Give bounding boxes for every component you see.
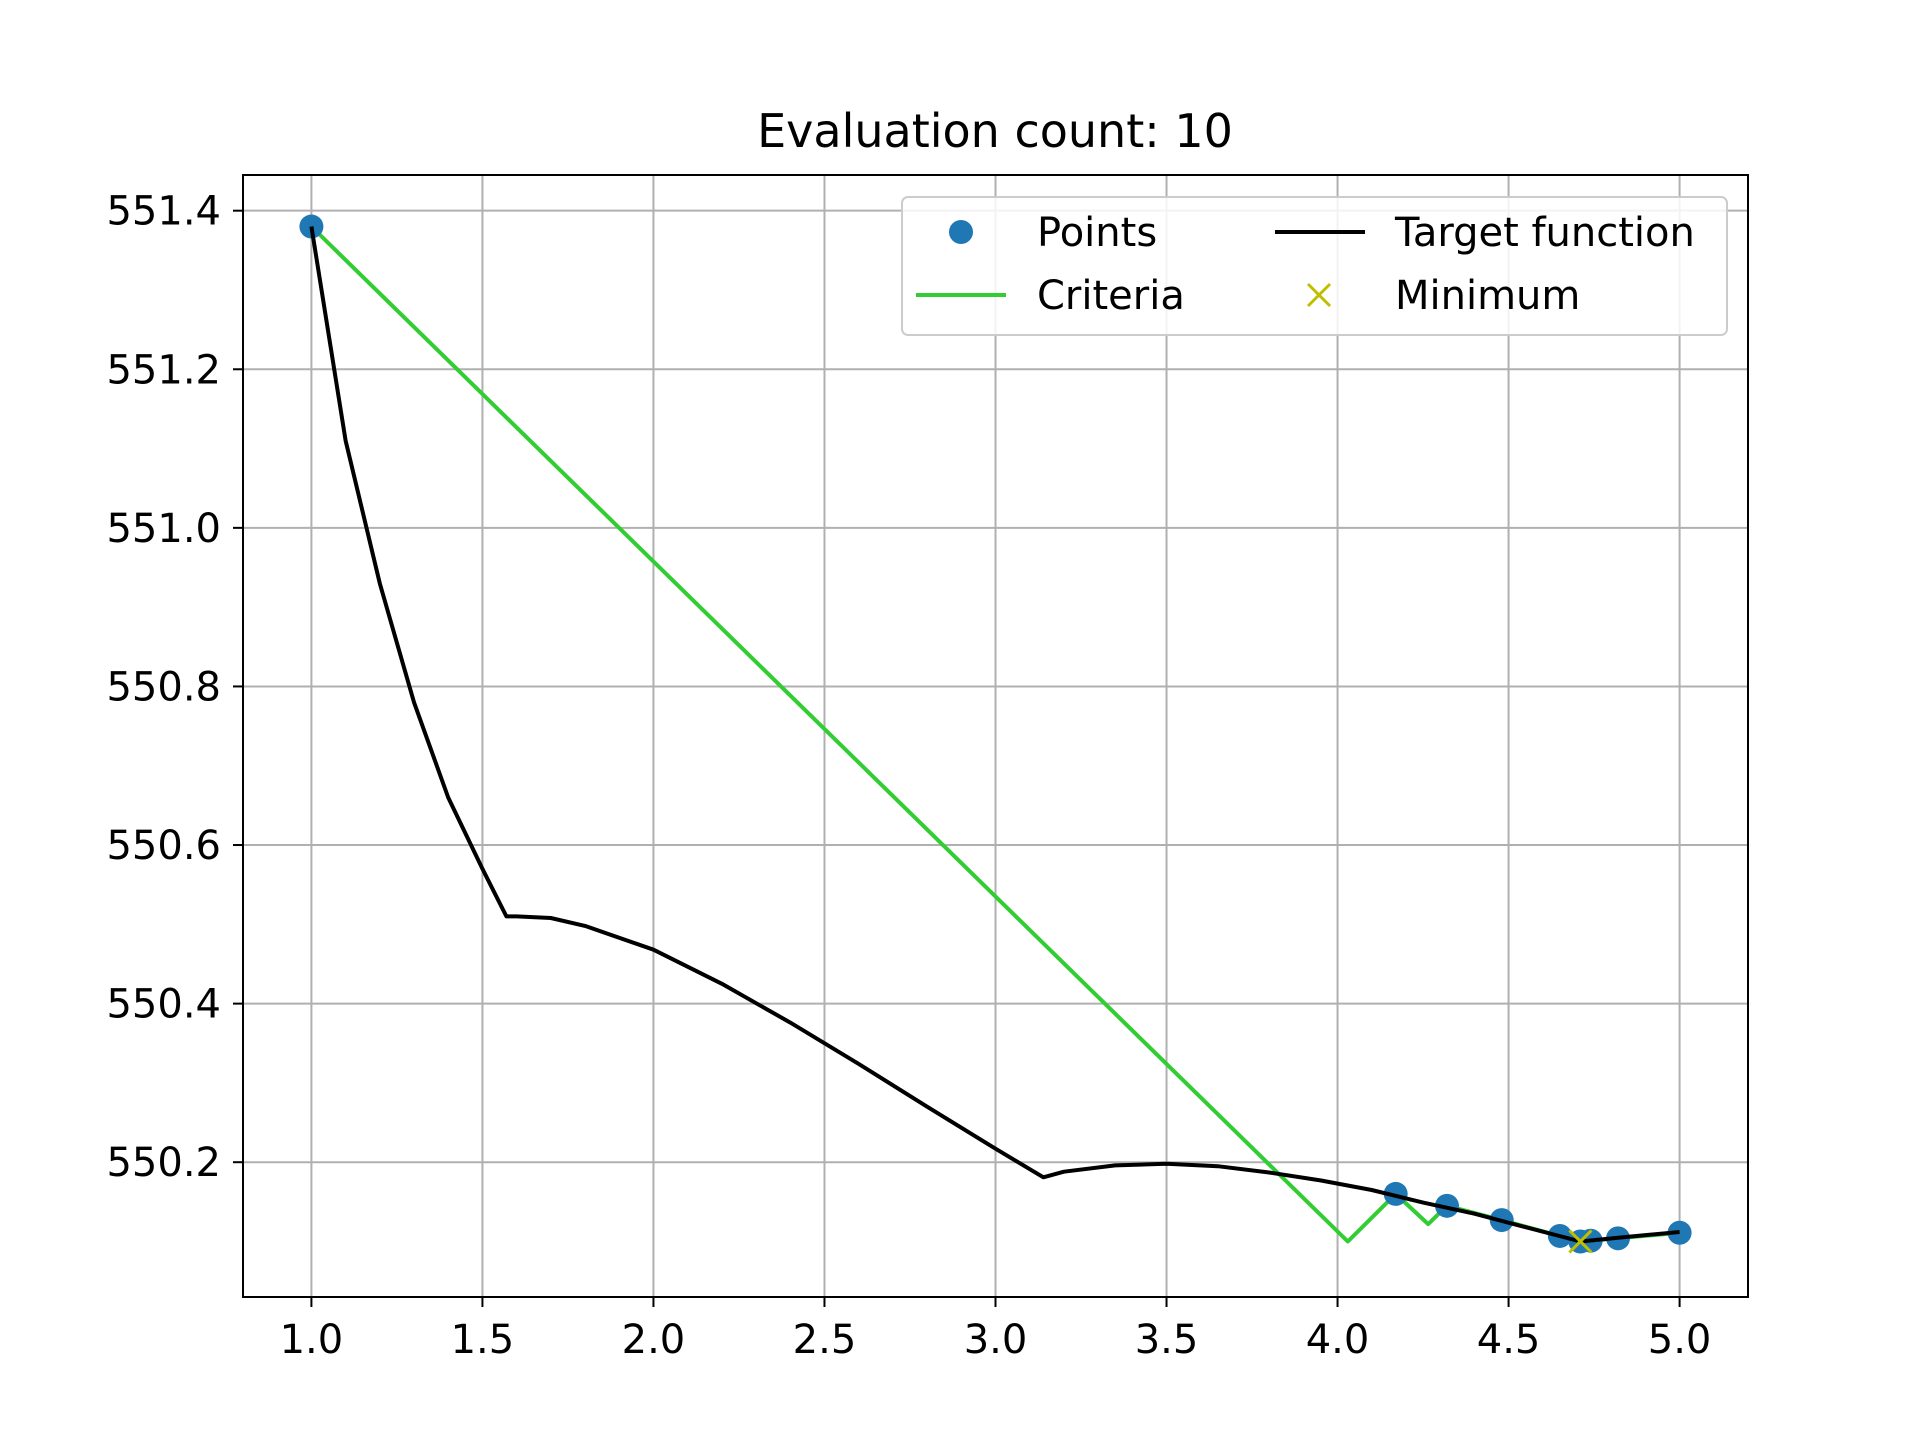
legend-points-label: Points xyxy=(1037,210,1157,256)
chart-title: Evaluation count: 10 xyxy=(757,104,1233,158)
x-tick-label: 4.5 xyxy=(1477,1317,1541,1363)
x-tick-label: 5.0 xyxy=(1648,1317,1712,1363)
legend-criteria-label: Criteria xyxy=(1037,273,1185,319)
tick-layer: 1.0 1.5 2.0 2.5 3.0 3.5 4.0 4.5 5.0 550.2 550.4 550… xyxy=(106,189,1711,1363)
legend: Points Target function Criteria Minimum xyxy=(901,196,1728,336)
x-tick-label: 2.5 xyxy=(793,1317,857,1363)
y-tick-label: 550.6 xyxy=(106,823,221,869)
series-layer xyxy=(299,214,1692,1254)
minimum-marker xyxy=(1568,1229,1593,1254)
x-tick-label: 2.0 xyxy=(622,1317,686,1363)
legend-points-marker xyxy=(949,220,973,244)
legend-minimum-marker xyxy=(1306,282,1332,308)
grid-layer xyxy=(243,175,1748,1297)
legend-box xyxy=(901,196,1728,336)
legend-target-label: Target function xyxy=(1394,210,1695,256)
y-tick-label: 550.4 xyxy=(106,982,221,1028)
x-tick-label: 1.0 xyxy=(280,1317,344,1363)
y-tick-label: 551.2 xyxy=(106,347,221,393)
y-tick-label: 551.0 xyxy=(106,506,221,552)
target-function-line xyxy=(309,226,1680,1244)
x-tick-label: 3.5 xyxy=(1135,1317,1199,1363)
y-tick-label: 550.8 xyxy=(106,664,221,710)
y-tick-label: 551.4 xyxy=(106,189,221,235)
legend-minimum-label: Minimum xyxy=(1395,273,1580,319)
x-tick-label: 4.0 xyxy=(1306,1317,1370,1363)
y-tick-label: 550.2 xyxy=(106,1140,221,1186)
x-tick-label: 1.5 xyxy=(451,1317,515,1363)
x-tick-label: 3.0 xyxy=(964,1317,1028,1363)
